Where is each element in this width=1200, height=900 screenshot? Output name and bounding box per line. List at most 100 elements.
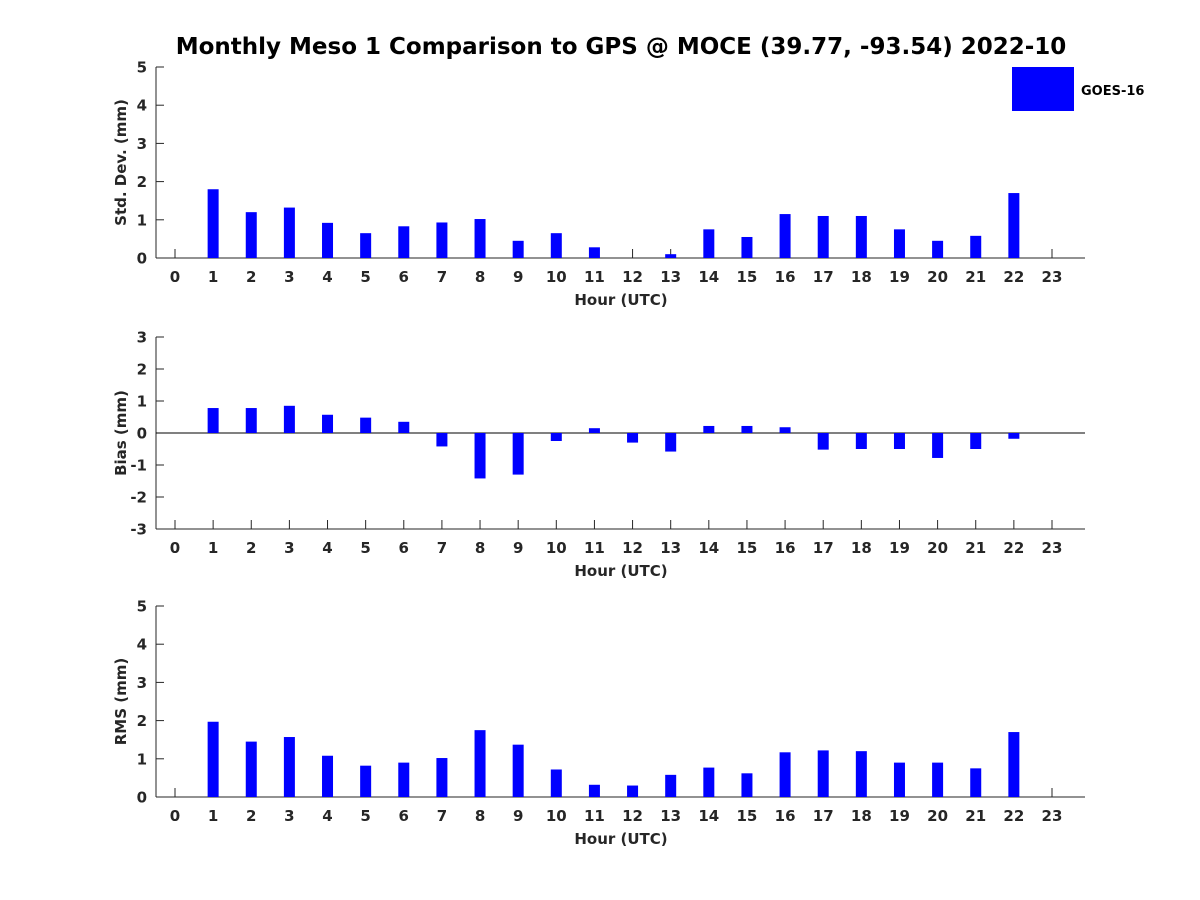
- x-tick-label: 22: [1003, 268, 1024, 286]
- bar-hour-18: [855, 215, 867, 258]
- y-tick-label: 3: [137, 674, 147, 692]
- x-tick-label: 20: [927, 539, 948, 557]
- bar-hour-18: [855, 433, 867, 449]
- bar-hour-4: [322, 755, 334, 797]
- y-tick-label: 1: [137, 750, 147, 768]
- bar-hour-18: [855, 751, 867, 797]
- x-tick-label: 21: [965, 807, 986, 825]
- x-tick-label: 12: [622, 268, 643, 286]
- bar-hour-5: [360, 765, 372, 797]
- y-tick-label: 1: [137, 211, 147, 229]
- bar-hour-2: [245, 408, 257, 433]
- bar-hour-7: [436, 758, 448, 797]
- x-tick-label: 4: [322, 807, 332, 825]
- bar-hour-15: [741, 773, 753, 797]
- bar-hour-21: [970, 768, 982, 797]
- x-tick-label: 20: [927, 807, 948, 825]
- y-tick-label: -1: [130, 457, 147, 475]
- bar-hour-4: [322, 414, 334, 433]
- bar-hour-12: [627, 433, 639, 443]
- x-tick-label: 17: [813, 539, 834, 557]
- bar-hour-10: [550, 769, 562, 797]
- bar-hour-3: [283, 737, 295, 797]
- bar-hour-7: [436, 222, 448, 258]
- x-tick-label: 9: [513, 539, 523, 557]
- legend-swatch: [1012, 67, 1074, 111]
- bar-hour-1: [207, 189, 219, 258]
- y-tick-label: 4: [137, 97, 147, 115]
- x-tick-label: 13: [660, 268, 681, 286]
- bar-hour-16: [779, 752, 791, 797]
- bar-hour-22: [1008, 732, 1020, 797]
- x-tick-label: 12: [622, 539, 643, 557]
- x-tick-label: 2: [246, 539, 256, 557]
- x-tick-label: 23: [1042, 539, 1063, 557]
- x-tick-label: 7: [437, 539, 447, 557]
- bar-hour-7: [436, 433, 448, 447]
- bar-hour-11: [588, 784, 600, 797]
- bar-hour-19: [893, 433, 905, 449]
- bar-hour-5: [360, 417, 372, 433]
- x-tick-label: 19: [889, 807, 910, 825]
- x-tick-label: 2: [246, 807, 256, 825]
- x-tick-label: 13: [660, 807, 681, 825]
- bar-hour-13: [665, 774, 677, 797]
- x-tick-label: 8: [475, 539, 485, 557]
- x-tick-label: 1: [208, 268, 218, 286]
- bar-hour-6: [398, 421, 410, 433]
- x-tick-label: 5: [360, 539, 370, 557]
- x-tick-label: 15: [737, 539, 758, 557]
- bar-hour-8: [474, 219, 486, 258]
- x-tick-label: 3: [284, 268, 294, 286]
- bar-hour-11: [588, 247, 600, 258]
- bar-hour-9: [512, 240, 524, 258]
- x-tick-label: 5: [360, 268, 370, 286]
- bar-hour-14: [703, 229, 715, 258]
- bar-hour-20: [932, 762, 944, 797]
- x-tick-label: 4: [322, 539, 332, 557]
- bar-hour-22: [1008, 193, 1020, 258]
- x-tick-label: 23: [1042, 807, 1063, 825]
- x-tick-label: 10: [546, 268, 567, 286]
- x-axis-label: Hour (UTC): [574, 562, 667, 580]
- bar-hour-17: [817, 215, 829, 258]
- x-tick-label: 17: [813, 807, 834, 825]
- bar-hour-11: [588, 428, 600, 433]
- y-tick-label: 3: [137, 135, 147, 153]
- x-tick-label: 1: [208, 539, 218, 557]
- bar-hour-20: [932, 240, 944, 258]
- bar-hour-5: [360, 233, 372, 258]
- bar-hour-3: [283, 207, 295, 258]
- y-tick-label: 2: [137, 712, 147, 730]
- x-tick-label: 3: [284, 539, 294, 557]
- x-tick-label: 21: [965, 268, 986, 286]
- y-tick-label: 0: [137, 789, 147, 807]
- x-tick-label: 9: [513, 268, 523, 286]
- y-tick-label: -3: [130, 521, 147, 539]
- x-tick-label: 9: [513, 807, 523, 825]
- bar-hour-19: [893, 229, 905, 258]
- x-tick-label: 13: [660, 539, 681, 557]
- x-tick-label: 3: [284, 807, 294, 825]
- chart-title: Monthly Meso 1 Comparison to GPS @ MOCE …: [176, 34, 1067, 60]
- x-tick-label: 19: [889, 539, 910, 557]
- bar-hour-2: [245, 212, 257, 258]
- bar-hour-14: [703, 425, 715, 433]
- y-tick-label: 5: [137, 598, 147, 616]
- x-tick-label: 16: [775, 539, 796, 557]
- x-tick-label: 0: [170, 539, 180, 557]
- x-tick-label: 6: [399, 807, 409, 825]
- y-tick-label: -2: [130, 489, 147, 507]
- x-axis-label: Hour (UTC): [574, 830, 667, 848]
- x-tick-label: 19: [889, 268, 910, 286]
- x-tick-label: 17: [813, 268, 834, 286]
- bar-hour-15: [741, 236, 753, 258]
- bar-hour-8: [474, 433, 486, 479]
- x-tick-label: 18: [851, 807, 872, 825]
- bar-hour-19: [893, 762, 905, 797]
- bar-hour-13: [665, 433, 677, 452]
- y-axis-label: RMS (mm): [112, 658, 130, 745]
- x-tick-label: 0: [170, 268, 180, 286]
- bar-hour-8: [474, 730, 486, 797]
